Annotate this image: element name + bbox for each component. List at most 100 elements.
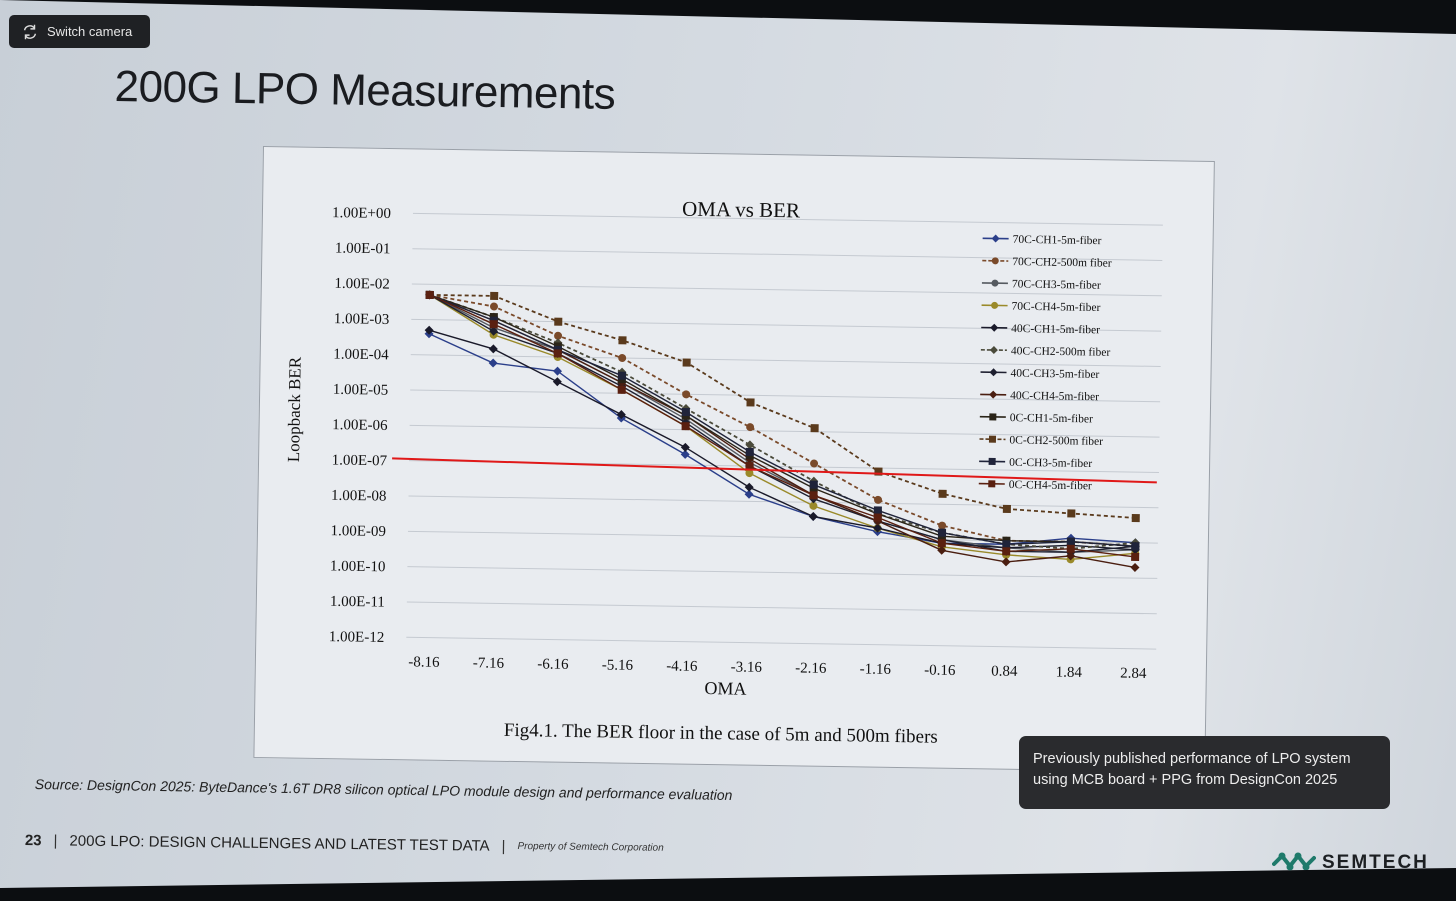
footer-section: 200G LPO: DESIGN CHALLENGES AND LATEST T… [69, 832, 490, 855]
legend-label: 70C-CH1-5m-fiber [1013, 234, 1102, 247]
grid-line [410, 354, 1161, 367]
grid-line [412, 212, 1163, 226]
legend-entry: 70C-CH3-5m-fiber [981, 278, 1101, 292]
data-point [744, 489, 754, 499]
grid-line [412, 248, 1163, 261]
data-point [1001, 557, 1011, 567]
x-tick-label: -4.16 [666, 658, 698, 674]
legend-marker [991, 257, 999, 265]
legend-marker [989, 346, 998, 355]
data-point [1002, 547, 1011, 556]
x-tick-label: 1.84 [1056, 665, 1083, 681]
x-tick-label: -3.16 [731, 659, 763, 675]
data-point [746, 423, 755, 432]
data-point [424, 325, 434, 335]
data-point [810, 459, 819, 468]
data-point [873, 513, 882, 522]
grid-line [410, 389, 1161, 403]
info-note: Previously published performance of LPO … [1019, 736, 1390, 809]
grid-line [407, 566, 1158, 579]
x-axis-label: OMA [704, 678, 746, 699]
series-line [428, 329, 1136, 551]
y-tick-label: 1.00E-01 [335, 240, 391, 257]
y-tick-label: 1.00E-02 [334, 276, 390, 293]
data-point [809, 501, 818, 510]
chart-svg: 1.00E+00 1.00E-01 1.00E-02 1.00E-03 1.00E-04… [284, 197, 1163, 748]
data-point [488, 358, 498, 368]
data-point [682, 390, 691, 399]
legend-label: 0C-CH4-5m-fiber [1009, 479, 1092, 492]
grid-line [408, 495, 1159, 509]
data-point [873, 523, 883, 533]
data-point [938, 489, 947, 498]
legend-marker [990, 323, 999, 332]
x-tick-label: -6.16 [537, 656, 569, 672]
slide-title: 200G LPO Measurements [114, 62, 616, 119]
grid-line [406, 636, 1157, 650]
data-point [1130, 562, 1140, 572]
footer: 23 | 200G LPO: DESIGN CHALLENGES AND LAT… [25, 832, 664, 857]
switch-camera-button[interactable]: Switch camera [9, 15, 150, 48]
legend-entry: 40C-CH1-5m-fiber [981, 323, 1100, 336]
data-point [490, 291, 499, 300]
series-line [429, 294, 1136, 558]
legend-entry: 0C-CH4-5m-fiber [978, 479, 1092, 492]
x-tick-label: 2.84 [1120, 666, 1147, 682]
data-point [618, 354, 627, 363]
data-point [489, 326, 499, 336]
data-point [809, 491, 818, 500]
data-point [937, 528, 947, 537]
series-line [429, 294, 1136, 519]
data-point [425, 290, 434, 299]
chart-figure: 1.00E+00 1.00E-01 1.00E-02 1.00E-03 1.00E-04… [253, 146, 1215, 773]
data-point [553, 366, 562, 376]
legend-label: 40C-CH4-5m-fiber [1010, 390, 1099, 403]
legend-entry: 0C-CH1-5m-fiber [979, 412, 1093, 425]
data-point [490, 302, 499, 311]
legend-marker [989, 413, 997, 421]
data-point [1131, 552, 1140, 561]
data-point [554, 331, 563, 340]
camera-switch-icon [23, 24, 37, 39]
y-tick-label: 1.00E+00 [332, 205, 391, 222]
y-tick-label: 1.00E-06 [332, 417, 388, 434]
data-point [1002, 540, 1011, 549]
data-point [1131, 513, 1140, 523]
data-point [681, 422, 690, 431]
data-point [808, 511, 818, 521]
data-point [873, 506, 882, 515]
data-point [809, 480, 818, 489]
semtech-logo: SEMTECH [1272, 850, 1429, 876]
legend-label: 70C-CH4-5m-fiber [1011, 301, 1100, 314]
data-point [745, 461, 754, 471]
data-point [554, 317, 563, 326]
data-point [553, 349, 562, 358]
switch-camera-label: Switch camera [47, 24, 133, 39]
legend-entry: 40C-CH3-5m-fiber [980, 368, 1100, 381]
data-point [1066, 537, 1075, 546]
x-tick-label: -2.16 [795, 660, 827, 676]
y-tick-label: 1.00E-05 [333, 382, 389, 399]
series-line [429, 294, 1136, 548]
legend-marker [988, 457, 996, 466]
legend-label: 40C-CH1-5m-fiber [1011, 323, 1100, 336]
page-number: 23 [24, 832, 42, 850]
data-point [1067, 509, 1076, 518]
data-point [489, 320, 498, 329]
semtech-logo-icon [1272, 852, 1316, 871]
footer-property: Property of Semtech Corporation [517, 841, 664, 854]
legend-label: 70C-CH3-5m-fiber [1012, 278, 1101, 291]
legend-entry: 70C-CH1-5m-fiber [982, 234, 1102, 247]
x-tick-label: -5.16 [602, 657, 634, 673]
data-point [616, 410, 626, 420]
legend-marker [989, 390, 998, 399]
grid-line [409, 424, 1160, 438]
legend-label: 70C-CH2-500m fiber [1012, 256, 1112, 270]
legend-marker [989, 368, 998, 377]
series-0c-ch4-5m-fiber [425, 290, 1140, 561]
series-line [429, 294, 1136, 554]
y-tick-label: 1.00E-08 [331, 488, 387, 505]
legend-entry: 70C-CH2-500m fiber [982, 256, 1112, 270]
data-point [1131, 542, 1140, 551]
